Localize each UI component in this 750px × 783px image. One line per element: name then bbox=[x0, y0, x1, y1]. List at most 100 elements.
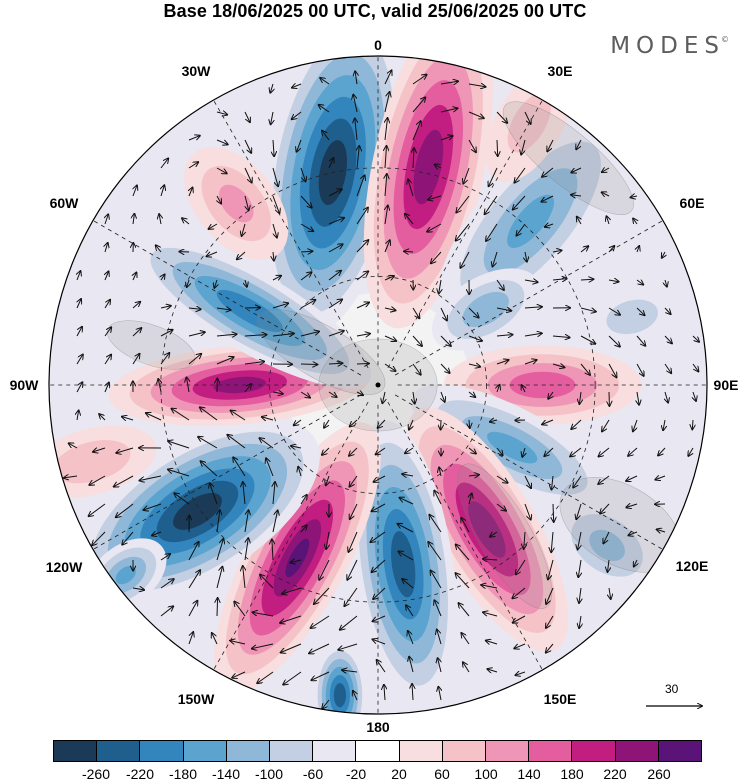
wind-arrow bbox=[384, 276, 394, 280]
wind-arrow bbox=[608, 280, 619, 282]
wind-arrow bbox=[692, 419, 693, 429]
wind-arrow bbox=[496, 279, 504, 290]
wind-arrow bbox=[105, 243, 108, 253]
wind-arrow bbox=[412, 363, 421, 375]
wind-arrow bbox=[602, 192, 610, 196]
colorbar-cell bbox=[226, 741, 271, 761]
wind-arrow bbox=[152, 532, 162, 536]
wind-arrow bbox=[64, 476, 78, 478]
wind-arrow bbox=[412, 121, 421, 141]
longitude-label: 180 bbox=[366, 719, 390, 735]
wind-arrow bbox=[385, 146, 387, 169]
wind-arrow bbox=[580, 279, 593, 280]
anomaly-contour-level bbox=[606, 299, 658, 335]
wind-arrow bbox=[76, 382, 82, 393]
wind-arrow bbox=[174, 493, 190, 505]
longitude-label: 120E bbox=[675, 558, 709, 574]
wind-arrow bbox=[580, 246, 588, 253]
wind-arrow bbox=[216, 167, 227, 173]
longitude-label: 0 bbox=[374, 37, 382, 53]
wind-arrow bbox=[440, 136, 453, 141]
wind-arrow bbox=[497, 139, 498, 156]
wind-arrow bbox=[626, 504, 638, 507]
wind-arrow bbox=[216, 539, 223, 561]
wind-arrow bbox=[628, 532, 638, 535]
wind-arrow bbox=[544, 447, 554, 456]
wind-arrow bbox=[356, 364, 369, 365]
colorbar-cell bbox=[486, 741, 530, 761]
wind-arrow bbox=[217, 510, 220, 533]
wind-arrow bbox=[122, 417, 134, 420]
anomaly-contour-level bbox=[285, 538, 310, 578]
wind-arrow bbox=[634, 559, 637, 567]
wind-arrow bbox=[283, 671, 302, 685]
wind-arrow bbox=[524, 307, 542, 308]
colorbar-cell bbox=[442, 741, 487, 761]
wind-arrow bbox=[161, 185, 164, 197]
wind-arrow bbox=[521, 139, 526, 155]
wind-arrow bbox=[76, 327, 82, 337]
wind-arrow bbox=[300, 495, 307, 505]
wind-arrow bbox=[168, 470, 190, 477]
wind-arrow bbox=[188, 136, 200, 141]
colorbar-cell bbox=[529, 741, 573, 761]
wind-arrow bbox=[244, 362, 264, 365]
wind-arrow bbox=[257, 671, 274, 683]
wind-arrow bbox=[481, 585, 498, 588]
anomaly-center-8 bbox=[214, 422, 381, 694]
wind-arrow bbox=[485, 195, 498, 214]
wind-arrow bbox=[692, 335, 699, 342]
wind-arrow bbox=[412, 97, 425, 113]
wind-arrow bbox=[356, 208, 368, 225]
wind-arrow bbox=[272, 167, 278, 186]
wind-arrow bbox=[328, 271, 341, 281]
wind-arrow bbox=[122, 531, 134, 545]
meridian-330 bbox=[213, 99, 369, 369]
wind-arrow bbox=[579, 391, 581, 404]
colorbar-tick-label: -100 bbox=[254, 766, 284, 782]
wind-arrow bbox=[385, 174, 387, 197]
wind-arrow bbox=[376, 447, 386, 454]
wind-arrow bbox=[353, 95, 358, 113]
wind-arrow bbox=[542, 419, 554, 424]
wind-arrow bbox=[132, 354, 140, 365]
wind-arrow bbox=[104, 300, 110, 309]
wind-arrow bbox=[230, 641, 246, 644]
wind-arrow bbox=[633, 219, 637, 225]
wind-arrow bbox=[273, 139, 274, 156]
longitude-label: 150E bbox=[543, 691, 577, 707]
wind-arrow bbox=[234, 602, 246, 617]
wind-arrow bbox=[608, 307, 620, 315]
anomaly-contour-level bbox=[589, 529, 625, 562]
colorbar-tick-label: 220 bbox=[603, 766, 627, 782]
wind-arrow bbox=[496, 447, 503, 455]
wind-arrow bbox=[524, 503, 531, 520]
wind-arrow bbox=[602, 168, 610, 172]
wind-arrow bbox=[209, 223, 218, 229]
wind-arrow bbox=[294, 419, 302, 425]
wind-arrow bbox=[227, 435, 246, 449]
wind-arrow bbox=[300, 364, 317, 365]
wind-arrow bbox=[300, 223, 313, 231]
map-boundary bbox=[48, 55, 708, 715]
wind-arrow bbox=[160, 330, 173, 337]
wind-arrow bbox=[637, 246, 639, 253]
wind-arrow bbox=[463, 662, 470, 673]
wind-arrow bbox=[512, 587, 526, 598]
wind-arrow bbox=[497, 385, 500, 393]
wind-arrow bbox=[328, 158, 334, 169]
wind-arrow bbox=[373, 587, 386, 599]
wind-arrow bbox=[412, 307, 419, 318]
wind-arrow bbox=[460, 251, 470, 268]
wind-arrow bbox=[633, 419, 638, 431]
wind-arrow bbox=[217, 598, 218, 617]
wind-arrow bbox=[551, 531, 553, 552]
wind-arrow bbox=[408, 631, 414, 645]
wind-arrow bbox=[431, 251, 442, 263]
colorbar-cell bbox=[399, 741, 443, 761]
wind-arrow bbox=[292, 111, 302, 119]
wind-arrow bbox=[105, 383, 109, 393]
wind-arrow bbox=[548, 391, 553, 399]
wind-arrow bbox=[626, 475, 638, 481]
wind-arrow bbox=[579, 615, 581, 628]
